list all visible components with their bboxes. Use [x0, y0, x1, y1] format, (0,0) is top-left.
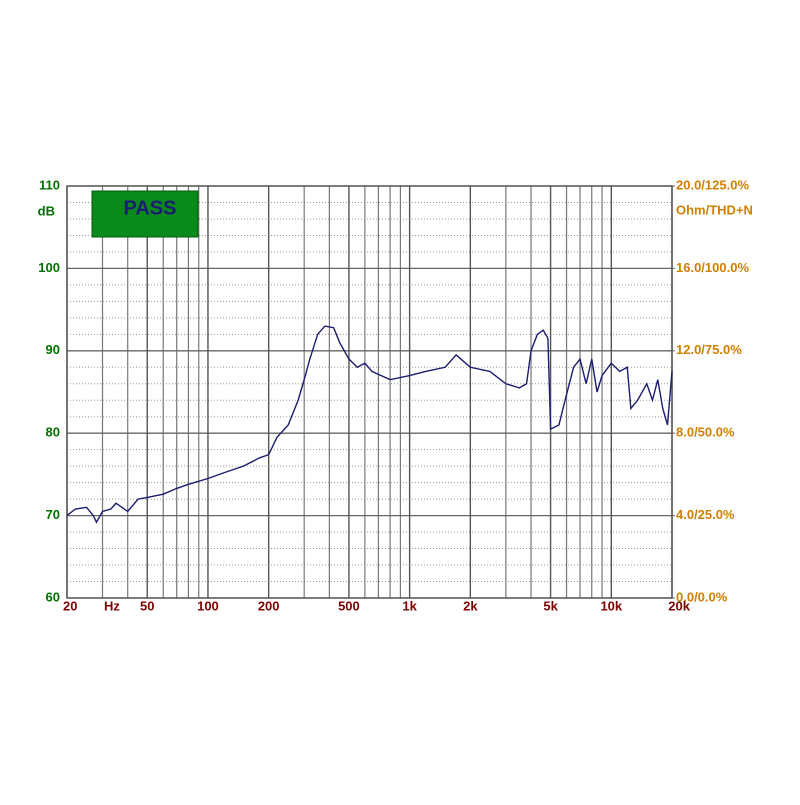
x-tick-label: 100 — [197, 598, 219, 613]
x-tick-label: 5k — [543, 598, 558, 613]
x-tick-label: 500 — [338, 598, 360, 613]
y-tick-label: 90 — [46, 342, 60, 357]
x-tick-label: 20 — [63, 598, 77, 613]
y-tick-label: 60 — [46, 589, 60, 604]
x-axis-label: Hz — [104, 598, 120, 613]
y-axis-label: dB — [38, 203, 55, 218]
badge-box — [91, 190, 199, 238]
y2-tick-label: 12.0/75.0% — [676, 342, 742, 357]
x-tick-label: 200 — [258, 598, 280, 613]
y2-axis-label: Ohm/THD+N — [676, 202, 753, 217]
response-curve — [66, 325, 673, 524]
badge: PASS — [124, 197, 177, 219]
x-tick-label: 2k — [463, 598, 478, 613]
x-tick-label: 10k — [600, 598, 622, 613]
x-tick-label: 20k — [668, 598, 690, 613]
x-tick-label: 50 — [140, 598, 154, 613]
y2-tick-label: 20.0/125.0% — [676, 177, 749, 192]
plot-frame — [66, 185, 673, 599]
y2-tick-label: 4.0/25.0% — [676, 507, 735, 522]
y2-tick-label: 0.0/0.0% — [676, 589, 728, 604]
y-tick-label: 100 — [38, 260, 60, 275]
y-tick-label: 80 — [46, 425, 60, 440]
y-tick-label: 110 — [39, 177, 60, 192]
y2-tick-label: 16.0/100.0% — [676, 260, 749, 275]
x-tick-label: 1k — [402, 598, 417, 613]
y2-tick-label: 8.0/50.0% — [676, 425, 735, 440]
y-tick-label: 70 — [46, 507, 60, 522]
